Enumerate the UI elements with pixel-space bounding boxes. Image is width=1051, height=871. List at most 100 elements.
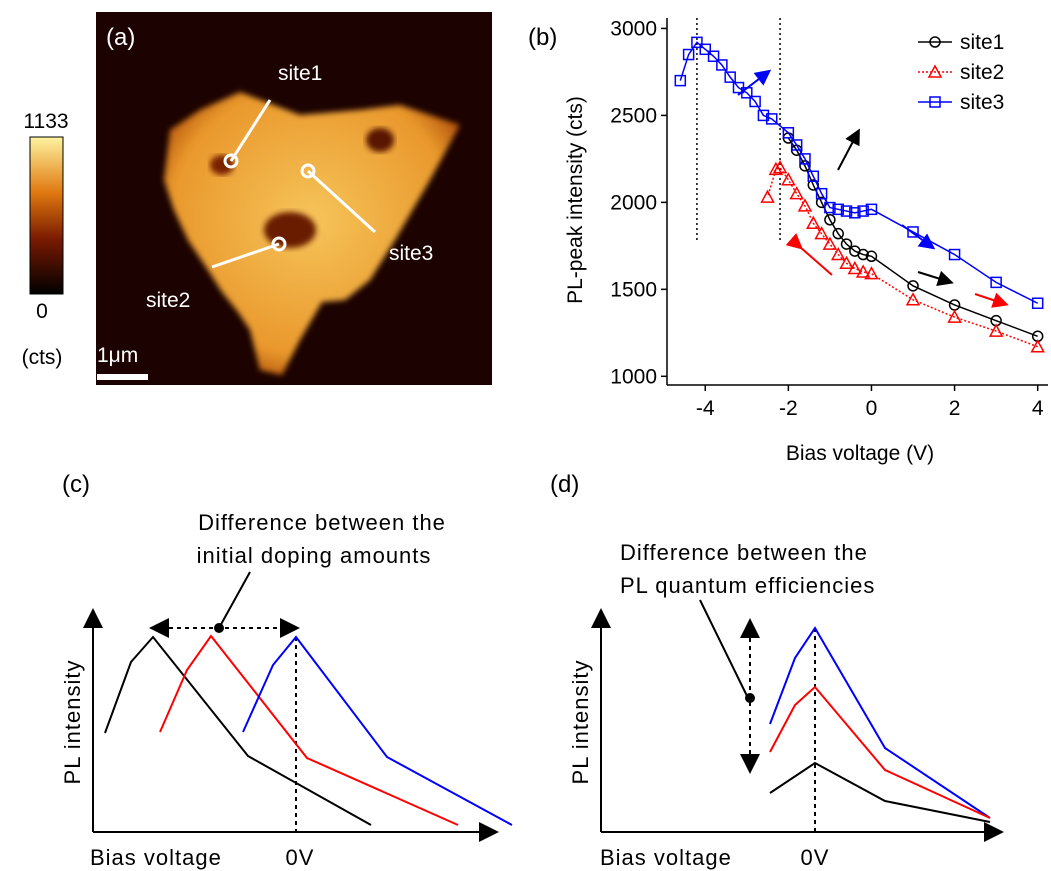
point [824,201,836,214]
annotation: Difference between the [620,540,868,565]
colorbar-max: 1133 [23,110,68,133]
y-tick-label: 1500 [610,278,657,301]
point [948,248,961,261]
colorbar [29,136,64,295]
dot [745,693,755,703]
curve [769,626,991,819]
legend-marker [927,64,943,78]
panel-d: (d) Difference between the PL quantum ef… [550,471,1004,870]
point [749,95,761,108]
dot [214,623,224,633]
panel-b: (b) Bias voltage (V) PL-peak intensity (… [528,17,1048,465]
point [807,170,820,183]
point [907,226,919,238]
y-axis-label: PL-peak intensity (cts) [564,96,587,304]
curve [769,761,991,823]
x-tick-label: 2 [949,397,961,420]
site-marker [300,163,316,179]
point [716,59,728,71]
x-axis-label: Bias voltage [90,845,222,870]
point [1030,339,1045,353]
point [789,186,804,200]
sweep-arrow [837,128,860,171]
dark-spot [210,155,234,175]
point [824,214,836,226]
point [707,50,720,63]
point [807,179,820,191]
curve [242,635,513,826]
curve [104,635,372,826]
colorbar-min: 0 [36,300,48,323]
site-label: site3 [389,242,433,265]
annotation: initial doping amounts [197,543,432,568]
legend-label: site3 [960,91,1004,114]
sweep-arrow [785,233,833,276]
point [905,292,921,306]
site-label: site2 [146,289,190,312]
curve [159,634,459,826]
legend-label: site1 [960,31,1004,54]
y-tick-label: 2500 [610,104,657,127]
zero-label: 0V [286,845,315,870]
pointer [306,169,377,234]
point [840,238,853,250]
point [782,127,795,139]
point [797,198,813,212]
point [799,160,811,172]
point [830,246,846,261]
panel-label: (c) [62,471,90,498]
site-marker [223,153,239,169]
x-tick-label: 0 [866,397,878,420]
pointer [218,571,251,629]
site-marker [271,236,287,252]
pointer [699,599,749,699]
legend-label: site2 [960,61,1004,84]
point [990,276,1002,289]
point [790,139,803,151]
point [772,160,788,174]
x-tick-label: -4 [696,397,715,420]
point [822,236,838,250]
x-axis-label: Bias voltage [600,845,732,870]
point [806,215,821,229]
point [840,205,853,217]
pointer [211,242,280,269]
scale-bar [97,374,148,380]
point [814,226,829,240]
point [732,81,745,94]
dark-spot [366,128,394,152]
annotation: Difference between the [198,510,446,535]
x-tick-label: -2 [779,397,798,420]
panel-label: (d) [550,471,579,498]
point [757,109,770,122]
panel-label: (a) [106,24,135,51]
scale-bar-label: 1μm [97,344,138,367]
point [781,172,796,186]
legend-marker [929,36,941,48]
site-label: site1 [278,62,322,85]
point [832,203,844,216]
point [724,71,736,83]
curve [769,685,991,819]
point [839,255,854,269]
zero-label: 0V [801,845,830,870]
point [849,207,861,219]
point [865,203,878,216]
point [947,309,962,323]
point [907,280,919,292]
point [1031,297,1044,310]
sweep-arrow [917,270,954,287]
point [857,205,869,217]
panel-c: (c) Difference between the initial dopin… [60,471,513,870]
series-line [766,166,1038,348]
colorbar-unit: (cts) [22,346,63,369]
panel-label: (b) [528,24,557,51]
point [988,323,1004,337]
annotation: PL quantum efficiencies [620,573,875,598]
point [674,74,687,87]
point [682,48,695,61]
point [760,189,775,203]
y-axis-label: PL intensity [568,660,593,785]
y-axis-label: PL intensity [60,660,85,785]
